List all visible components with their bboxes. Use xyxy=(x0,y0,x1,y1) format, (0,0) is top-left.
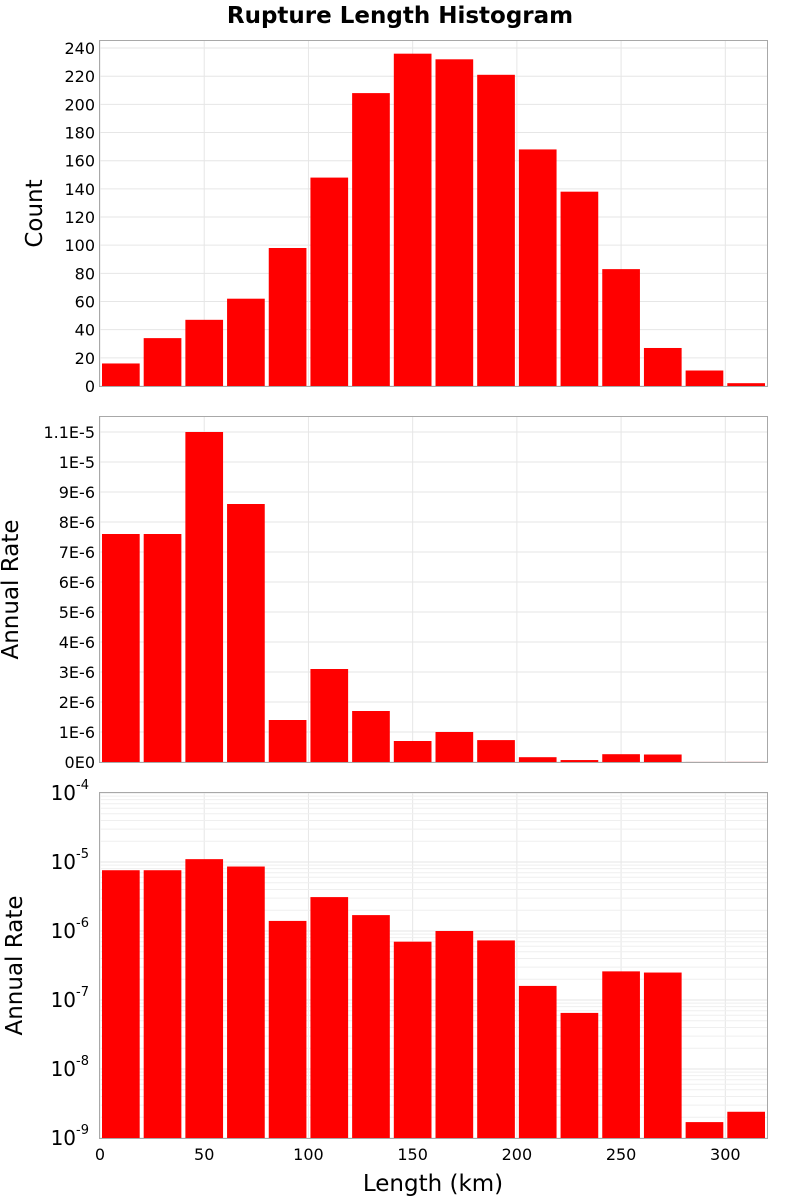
bar xyxy=(268,720,307,762)
chart-title: Rupture Length Histogram xyxy=(227,3,573,29)
y-tick-label: 10-9 xyxy=(51,1123,89,1150)
y-tick-label: 10-5 xyxy=(51,847,89,874)
bar xyxy=(560,1012,599,1138)
bar xyxy=(310,669,349,762)
y-tick-label: 100 xyxy=(64,236,95,255)
bar xyxy=(435,931,474,1138)
bar xyxy=(227,866,265,1138)
bar xyxy=(518,985,557,1138)
bar xyxy=(102,870,140,1138)
bar xyxy=(518,149,557,386)
bar xyxy=(185,859,224,1138)
bar xyxy=(352,915,390,1138)
y-tick-label: 80 xyxy=(75,264,95,283)
x-tick-label: 50 xyxy=(194,1145,214,1164)
y-axis-label: Count xyxy=(22,179,48,247)
bar xyxy=(560,191,599,386)
bar xyxy=(185,432,224,762)
y-tick-label: 6E-6 xyxy=(59,573,95,592)
y-tick-label: 7E-6 xyxy=(59,543,95,562)
bar xyxy=(102,534,140,762)
y-tick-label: 0E0 xyxy=(65,753,95,772)
y-axis-label: Annual Rate xyxy=(0,520,24,660)
bar xyxy=(268,920,307,1138)
bar xyxy=(143,338,182,386)
bar xyxy=(602,971,640,1138)
y-tick-label: 10-7 xyxy=(51,985,89,1012)
y-tick-label: 5E-6 xyxy=(59,603,95,622)
y-tick-label: 20 xyxy=(75,349,95,368)
y-tick-label: 120 xyxy=(64,208,95,227)
x-axis: 0 50 100 150 200 250 300 xyxy=(95,1145,741,1164)
bar xyxy=(643,347,682,386)
y-tick-label: 40 xyxy=(75,321,95,340)
bar xyxy=(643,754,682,762)
y-tick-label: 8E-6 xyxy=(59,513,95,532)
bar xyxy=(227,298,265,386)
y-tick-label: 1.1E-5 xyxy=(43,423,95,442)
bar xyxy=(185,319,224,386)
bar xyxy=(560,760,599,762)
x-tick-label: 150 xyxy=(397,1145,428,1164)
y-tick-label: 10-4 xyxy=(51,778,89,805)
bar xyxy=(685,1122,724,1138)
y-tick-label: 60 xyxy=(75,293,95,312)
bar xyxy=(435,59,474,386)
x-tick-label: 250 xyxy=(606,1145,637,1164)
panel-1: 0 20 40 60 80 100 120 140 160 180 200 220 240 Count xyxy=(22,39,768,396)
y-tick-label: 9E-6 xyxy=(59,483,95,502)
x-tick-label: 200 xyxy=(502,1145,533,1164)
bar xyxy=(602,754,640,762)
bar xyxy=(352,711,390,762)
y-tick-label: 3E-6 xyxy=(59,663,95,682)
y-tick-label: 10-8 xyxy=(51,1054,89,1081)
y-tick-label: 1E-6 xyxy=(59,723,95,742)
bar xyxy=(352,93,390,386)
y-axis-label: Annual Rate xyxy=(2,896,28,1036)
y-tick-label: 160 xyxy=(64,152,95,171)
x-tick-label: 300 xyxy=(710,1145,741,1164)
bar xyxy=(727,383,765,386)
bar xyxy=(477,940,515,1138)
bar xyxy=(393,941,432,1138)
y-tick-label: 140 xyxy=(64,180,95,199)
bar xyxy=(727,1111,765,1138)
x-tick-label: 100 xyxy=(293,1145,324,1164)
panels: 0 20 40 60 80 100 120 140 160 180 200 220 240 Count 0E… xyxy=(0,39,768,1150)
y-tick-label: 240 xyxy=(64,39,95,58)
bar xyxy=(518,757,557,762)
bar xyxy=(602,269,640,386)
y-tick-label: 180 xyxy=(64,124,95,143)
x-axis-label: Length (km) xyxy=(363,1171,503,1197)
x-tick-label: 0 xyxy=(95,1145,105,1164)
bar xyxy=(435,732,474,762)
bar xyxy=(143,534,182,762)
bar xyxy=(310,897,349,1138)
plot-frame xyxy=(99,40,768,387)
bar xyxy=(477,74,515,386)
y-tick-label: 10-6 xyxy=(51,916,89,943)
bar xyxy=(685,370,724,386)
bar xyxy=(393,741,432,762)
y-tick-label: 4E-6 xyxy=(59,633,95,652)
plot-frame xyxy=(99,416,768,763)
bar xyxy=(310,177,349,386)
panel-3: 10-4 10-5 10-6 10-7 10-8 10-9 Annual Rate xyxy=(2,778,768,1150)
bar xyxy=(102,363,140,386)
y-tick-label: 200 xyxy=(64,95,95,114)
y-tick-label: 220 xyxy=(64,67,95,86)
panel-2: 0E0 1E-6 2E-6 3E-6 4E-6 5E-6 6E-6 7E-6 8E-6 9E-6 1… xyxy=(0,416,768,772)
y-tick-label: 0 xyxy=(85,377,95,396)
bar xyxy=(477,740,515,762)
bar xyxy=(643,972,682,1138)
bar xyxy=(227,504,265,762)
bar xyxy=(393,53,432,387)
plot-frame xyxy=(99,792,768,1139)
bar xyxy=(268,248,307,386)
y-tick-label: 2E-6 xyxy=(59,693,95,712)
y-tick-label: 1E-5 xyxy=(59,453,95,472)
bar xyxy=(143,870,182,1138)
